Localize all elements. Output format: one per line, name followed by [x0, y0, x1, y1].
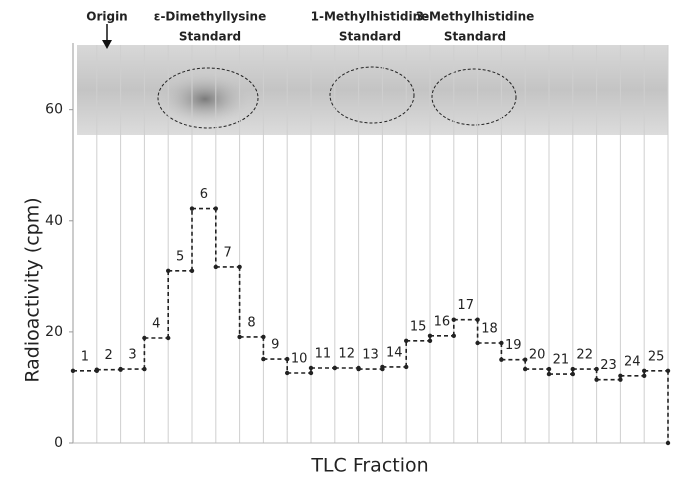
point: [94, 367, 100, 372]
point: [594, 377, 599, 382]
point: [523, 366, 528, 372]
y-tick-label: 0: [54, 435, 63, 451]
data-label: 24: [624, 354, 641, 369]
point: [332, 365, 337, 371]
point: [166, 268, 171, 273]
point: [261, 356, 266, 362]
data-label: 19: [505, 338, 522, 353]
point: [356, 366, 361, 372]
point: [475, 340, 480, 346]
annotation: Origin: [86, 10, 127, 24]
spot: [160, 73, 250, 125]
data-label: 14: [386, 345, 403, 360]
point: [594, 366, 599, 372]
point: [237, 334, 242, 340]
annotation: 3-Methylhistidine: [416, 10, 535, 24]
data-label: 5: [176, 249, 184, 264]
standard-circle: [157, 67, 259, 129]
x-axis-title: TLC Fraction: [310, 455, 428, 477]
y-axis-title: Radioactivity (cpm): [22, 197, 44, 382]
point: [570, 366, 575, 372]
point: [308, 365, 314, 371]
data-label: 9: [271, 338, 279, 353]
data-label: 15: [410, 319, 427, 334]
data-label: 25: [648, 349, 665, 364]
data-label: 12: [338, 347, 355, 362]
point: [213, 264, 218, 270]
point: [499, 357, 504, 362]
data-label: 20: [529, 348, 546, 363]
annotation: Standard: [179, 30, 241, 44]
data-label: 6: [200, 187, 208, 202]
point: [546, 366, 552, 372]
point: [523, 357, 528, 362]
point: [285, 356, 290, 362]
data-label: 7: [224, 245, 232, 260]
end-point: [665, 440, 671, 446]
data-label: 13: [362, 348, 379, 363]
y-tick-label: 40: [45, 213, 63, 229]
point: [380, 364, 385, 370]
point: [404, 338, 409, 343]
data-label: 10: [291, 352, 308, 367]
point: [546, 371, 552, 377]
standard-circle: [329, 66, 415, 124]
data-label: 17: [457, 298, 474, 313]
annotation: Standard: [339, 30, 401, 44]
point: [285, 370, 290, 376]
data-label: 22: [576, 348, 593, 363]
y-tick-label: 20: [45, 324, 63, 340]
point: [451, 317, 456, 322]
point: [618, 373, 623, 378]
standard-circle: [431, 68, 517, 126]
data-label: 4: [152, 317, 160, 332]
data-label: 2: [105, 348, 113, 363]
annotation: 1-Methylhistidine: [311, 10, 430, 24]
data-label: 8: [247, 315, 255, 330]
y-tick-label: 60: [45, 102, 63, 118]
point: [118, 366, 123, 372]
point: [427, 333, 433, 338]
data-label: 21: [553, 353, 570, 368]
data-label: 3: [128, 348, 136, 363]
point: [142, 335, 147, 341]
origin-arrowhead: [102, 40, 112, 49]
annotation: ε-Dimethyllysine: [154, 10, 266, 24]
data-label: 18: [481, 322, 498, 337]
annotation: Standard: [444, 30, 506, 44]
data-label: 16: [434, 314, 451, 329]
data-label: 11: [315, 347, 332, 362]
point: [261, 334, 266, 340]
data-label: 23: [600, 358, 617, 373]
point: [475, 317, 480, 322]
point: [237, 264, 242, 270]
data-label: 1: [81, 349, 89, 364]
point: [70, 368, 76, 373]
tlc-plate: [77, 24, 668, 135]
point: [642, 368, 647, 373]
point: [189, 206, 195, 211]
